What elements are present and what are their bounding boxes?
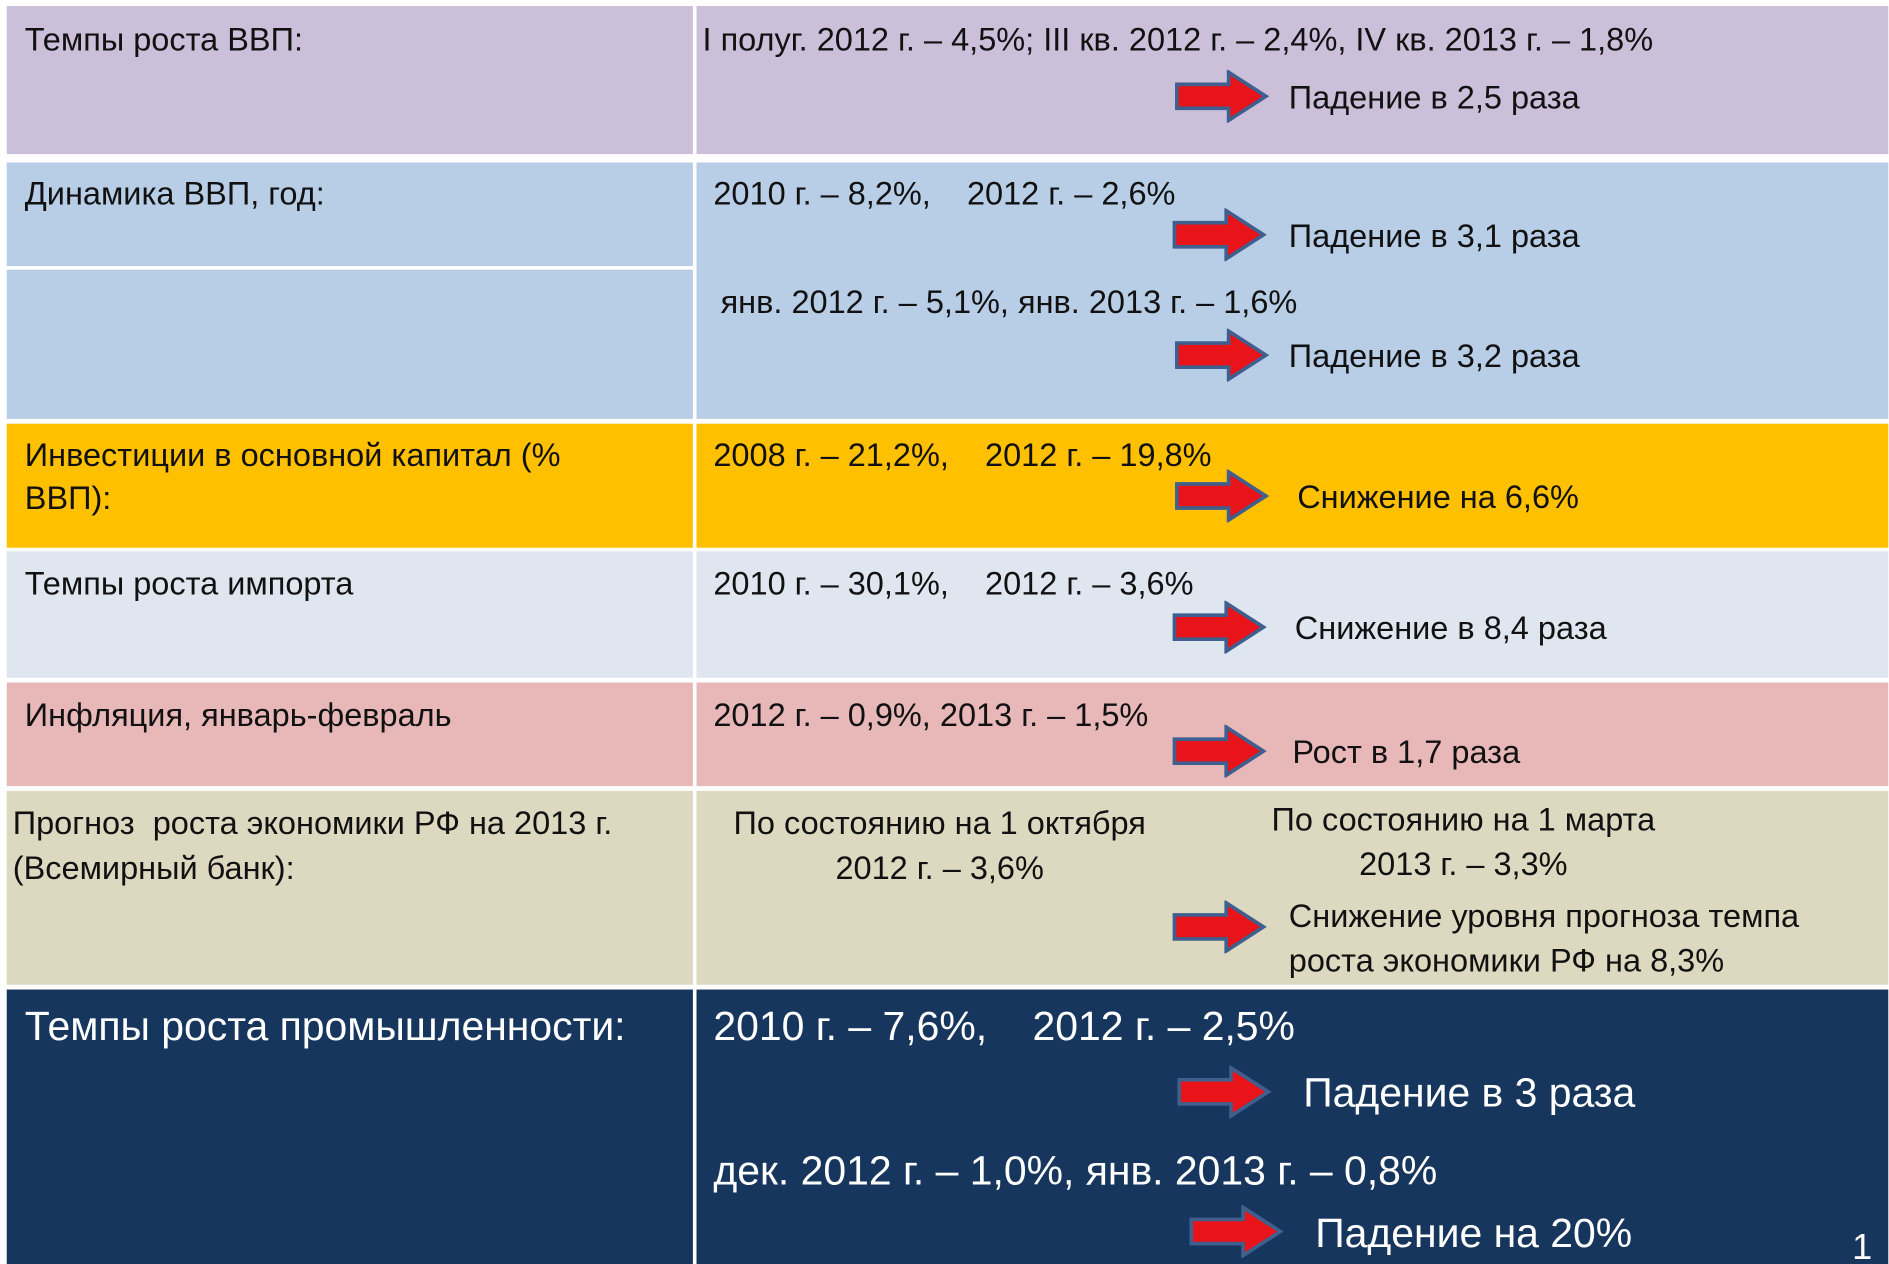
row-label: (Всемирный банк):	[13, 850, 295, 886]
row-result: Рост в 1,7 раза	[1292, 734, 1521, 770]
row-text: янв. 2012 г. – 5,1%, янв. 2013 г. – 1,6%	[721, 284, 1298, 320]
row-result: Падение в 3,1 раза	[1289, 218, 1581, 254]
row-label: Темпы роста промышленности:	[25, 1003, 626, 1049]
row-label: Инфляция, январь-февраль	[25, 697, 452, 733]
row-text: 2010 г. – 8,2%, 2012 г. – 2,6%	[713, 176, 1175, 212]
row-text: 2010 г. – 7,6%, 2012 г. – 2,5%	[713, 1003, 1295, 1049]
row-result: роста экономики РФ на 8,3%	[1289, 942, 1724, 978]
row-label: Динамика ВВП, год:	[25, 176, 325, 212]
cell	[696, 6, 1889, 155]
row-result: Снижение уровня прогноза темпа	[1289, 898, 1800, 934]
row-text: 2012 г. – 0,9%, 2013 г. – 1,5%	[713, 697, 1148, 733]
row-text: 2013 г. – 3,3%	[1359, 846, 1567, 882]
cell	[696, 423, 1889, 548]
row-label: ВВП):	[25, 480, 112, 516]
row-text: По состоянию на 1 октября	[734, 805, 1146, 841]
cell	[6, 269, 693, 419]
row-label: Темпы роста ВВП:	[25, 22, 303, 58]
cell	[6, 6, 693, 155]
cell	[6, 423, 693, 548]
row-result: Падение в 2,5 раза	[1289, 79, 1581, 115]
cell	[6, 162, 693, 267]
row-result: Падение на 20%	[1315, 1210, 1632, 1256]
row-text: I полуг. 2012 г. – 4,5%; III кв. 2012 г.…	[703, 22, 1654, 58]
cell	[696, 162, 1889, 419]
cell	[696, 682, 1889, 787]
row-text: По состоянию на 1 марта	[1272, 802, 1657, 838]
cell	[6, 790, 693, 985]
cell	[696, 790, 1889, 985]
page-number: 1	[1852, 1226, 1872, 1264]
row-label: Прогноз роста экономики РФ на 2013 г.	[13, 805, 613, 841]
row-result: Снижение в 8,4 раза	[1295, 610, 1608, 646]
row-label: Инвестиции в основной капитал (%	[25, 437, 561, 473]
cell	[6, 989, 693, 1264]
row-text: дек. 2012 г. – 1,0%, янв. 2013 г. – 0,8%	[713, 1148, 1437, 1194]
row-text: 2010 г. – 30,1%, 2012 г. – 3,6%	[713, 566, 1193, 602]
cell	[6, 682, 693, 787]
row-text: 2012 г. – 3,6%	[835, 850, 1043, 886]
cell	[696, 989, 1889, 1264]
row-result: Снижение на 6,6%	[1297, 479, 1579, 515]
row-label: Темпы роста импорта	[25, 566, 355, 602]
cell	[696, 551, 1889, 678]
row-result: Падение в 3,2 раза	[1289, 338, 1581, 374]
cell	[6, 551, 693, 678]
row-text: 2008 г. – 21,2%, 2012 г. – 19,8%	[713, 437, 1211, 473]
row-result: Падение в 3 раза	[1303, 1069, 1635, 1115]
